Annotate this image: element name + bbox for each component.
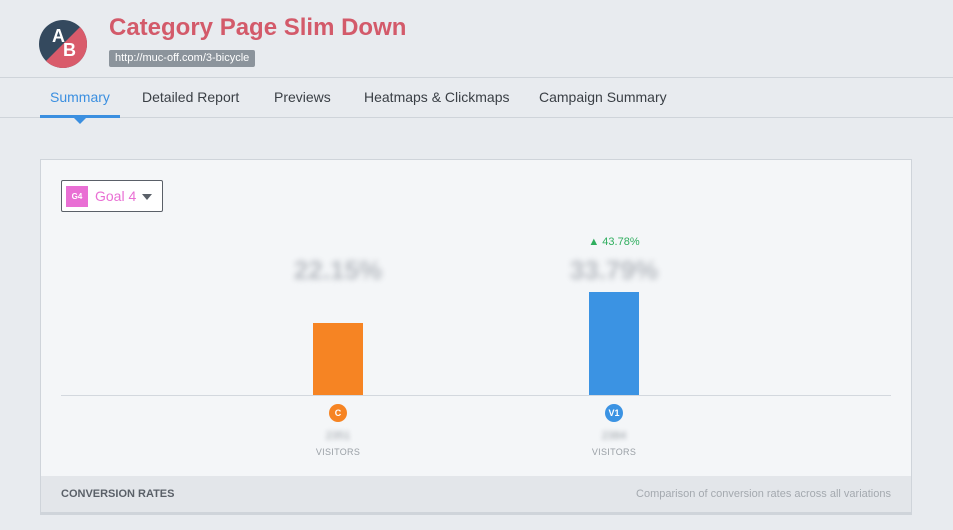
tab-label: Summary (50, 89, 110, 105)
footer-description: Comparison of conversion rates across al… (636, 488, 891, 500)
footer-title: CONVERSION RATES (61, 488, 175, 500)
control-conversion-rate: 22.15% (293, 255, 383, 285)
campaign-title: Category Page Slim Down (109, 14, 407, 41)
card-footer: CONVERSION RATES Comparison of conversio… (41, 476, 911, 512)
campaign-url[interactable]: http://muc-off.com/3-bicycle (109, 50, 256, 67)
tab-bar: Summary Detailed Report Previews Heatmap… (0, 78, 953, 124)
ab-logo-icon: A B (39, 20, 87, 68)
goal-label: Goal 4 (95, 188, 137, 204)
active-tab-caret-icon (73, 118, 86, 124)
control-visitors-label: VISITORS (315, 447, 361, 457)
logo-letter-b: B (63, 40, 76, 60)
improvement-label: ▲ 43.78% (588, 236, 640, 248)
logo-letter-a: A (52, 26, 65, 46)
tab-heatmaps-clickmaps[interactable]: Heatmaps & Clickmaps (364, 89, 510, 105)
control-badge: C (329, 404, 347, 422)
tab-summary[interactable]: Summary (40, 78, 120, 124)
tab-detailed-report[interactable]: Detailed Report (142, 89, 240, 105)
tab-previews[interactable]: Previews (274, 89, 331, 105)
control-visitors-count: 2351 (325, 430, 351, 442)
variation-1-bar[interactable] (589, 292, 639, 395)
variation-1-badge: V1 (605, 404, 623, 422)
goal-dropdown[interactable]: G4 Goal 4 (61, 180, 163, 212)
page-header: A B Category Page Slim Down http://muc-o… (0, 0, 953, 78)
variation-1-visitors-count: 2384 (601, 430, 627, 442)
chart-baseline (61, 395, 891, 396)
chevron-down-icon (142, 194, 152, 200)
variation-1-conversion-rate: 33.79% (569, 255, 659, 285)
tab-campaign-summary[interactable]: Campaign Summary (539, 89, 667, 105)
conversion-rates-card: G4 Goal 4 ▲ 43.78% 22.15% 33.79% C V1 23… (40, 159, 912, 513)
control-bar[interactable] (313, 323, 363, 395)
goal-badge: G4 (66, 186, 88, 207)
variation-1-visitors-label: VISITORS (591, 447, 637, 457)
